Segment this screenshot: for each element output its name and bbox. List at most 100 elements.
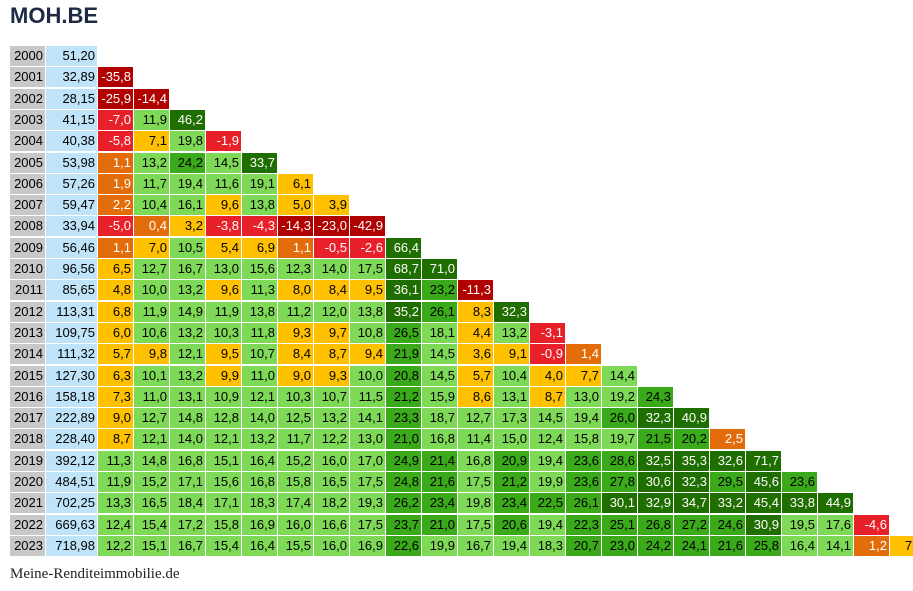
return-cell: 10,7 — [242, 344, 278, 364]
return-cell: -3,8 — [206, 216, 242, 236]
return-cell: 10,0 — [350, 366, 386, 386]
return-cell: 17,5 — [350, 515, 386, 535]
return-cell: 27,8 — [602, 472, 638, 492]
return-cell: 9,4 — [350, 344, 386, 364]
return-cell: 21,2 — [494, 472, 530, 492]
return-cell: 7,4 — [890, 536, 913, 556]
return-cell: 14,5 — [422, 366, 458, 386]
price-value: 41,15 — [46, 110, 98, 130]
return-cell: 16,0 — [278, 515, 314, 535]
return-cell: 7,0 — [134, 238, 170, 258]
return-cell: 7,3 — [98, 387, 134, 407]
return-cell: 30,9 — [746, 515, 782, 535]
return-cell: 11,0 — [242, 366, 278, 386]
price-value: 392,12 — [46, 451, 98, 471]
return-cell: 11,9 — [206, 302, 242, 322]
return-cell: 12,1 — [242, 387, 278, 407]
return-cell: -3,1 — [530, 323, 566, 343]
return-cell: 16,5 — [314, 472, 350, 492]
return-cell: 5,7 — [458, 366, 494, 386]
return-cell: 21,6 — [422, 472, 458, 492]
return-cell: 16,6 — [314, 515, 350, 535]
return-cell: 17,6 — [818, 515, 854, 535]
return-cell: 13,2 — [134, 153, 170, 173]
return-cell: 6,1 — [278, 174, 314, 194]
return-cell: 9,1 — [494, 344, 530, 364]
return-cell: 71,0 — [422, 259, 458, 279]
return-cell: -14,4 — [134, 89, 170, 109]
return-cell: 18,7 — [422, 408, 458, 428]
return-cell: 16,5 — [134, 493, 170, 513]
return-cell: 5,7 — [98, 344, 134, 364]
return-cell: 13,3 — [98, 493, 134, 513]
return-cell: 9,3 — [314, 366, 350, 386]
return-cell: 14,8 — [134, 451, 170, 471]
return-cell: 15,8 — [566, 429, 602, 449]
return-cell: 9,9 — [206, 366, 242, 386]
price-value: 718,98 — [46, 536, 98, 556]
return-cell: 40,9 — [674, 408, 710, 428]
year-label: 2022 — [10, 515, 46, 535]
price-value: 702,25 — [46, 493, 98, 513]
return-cell: 13,2 — [494, 323, 530, 343]
return-cell: 25,8 — [746, 536, 782, 556]
return-cell: 9,3 — [278, 323, 314, 343]
return-cell: 12,4 — [530, 429, 566, 449]
return-cell: 19,4 — [494, 536, 530, 556]
return-cell: 24,3 — [638, 387, 674, 407]
return-cell: 35,3 — [674, 451, 710, 471]
return-cell: 24,2 — [170, 153, 206, 173]
year-label: 2019 — [10, 451, 46, 471]
return-cell: 20,6 — [494, 515, 530, 535]
return-cell: 9,6 — [206, 280, 242, 300]
return-cell: 4,0 — [530, 366, 566, 386]
return-cell: 12,1 — [170, 344, 206, 364]
return-cell: 10,4 — [494, 366, 530, 386]
return-cell: 12,7 — [458, 408, 494, 428]
return-cell: 8,0 — [278, 280, 314, 300]
price-value: 53,98 — [46, 153, 98, 173]
return-cell: 15,5 — [278, 536, 314, 556]
return-cell: 4,4 — [458, 323, 494, 343]
return-cell: 23,6 — [782, 472, 818, 492]
return-cell: 14,5 — [530, 408, 566, 428]
return-cell: 17,0 — [350, 451, 386, 471]
return-cell: 14,1 — [818, 536, 854, 556]
return-cell: 12,4 — [98, 515, 134, 535]
return-cell: 11,6 — [206, 174, 242, 194]
return-cell: 7,1 — [134, 131, 170, 151]
return-cell: 3,9 — [314, 195, 350, 215]
return-cell: 32,3 — [674, 472, 710, 492]
return-cell: 24,6 — [710, 515, 746, 535]
year-label: 2005 — [10, 153, 46, 173]
return-cell: 12,1 — [206, 429, 242, 449]
return-cell: 21,4 — [422, 451, 458, 471]
return-cell: 44,9 — [818, 493, 854, 513]
return-cell: 19,9 — [530, 472, 566, 492]
return-cell: 15,6 — [242, 259, 278, 279]
price-value: 56,46 — [46, 238, 98, 258]
return-cell: 11,9 — [98, 472, 134, 492]
return-cell: 15,9 — [422, 387, 458, 407]
year-label: 2000 — [10, 46, 46, 66]
return-cell: 16,4 — [242, 536, 278, 556]
return-cell: 1,1 — [98, 238, 134, 258]
return-cell: 21,5 — [638, 429, 674, 449]
return-cell: 13,2 — [314, 408, 350, 428]
return-cell: 5,0 — [278, 195, 314, 215]
return-cell: 21,0 — [422, 515, 458, 535]
return-cell: 16,7 — [458, 536, 494, 556]
return-cell: 11,4 — [458, 429, 494, 449]
return-cell: 14,0 — [170, 429, 206, 449]
return-cell: 17,5 — [458, 515, 494, 535]
return-cell: 8,6 — [458, 387, 494, 407]
return-cell: 32,5 — [638, 451, 674, 471]
return-cell: 19,8 — [170, 131, 206, 151]
return-cell: 24,8 — [386, 472, 422, 492]
return-cell: 1,9 — [98, 174, 134, 194]
return-cell: -0,5 — [314, 238, 350, 258]
return-cell: 13,0 — [206, 259, 242, 279]
return-cell: 17,2 — [170, 515, 206, 535]
return-cell: 12,5 — [278, 408, 314, 428]
price-value: 484,51 — [46, 472, 98, 492]
